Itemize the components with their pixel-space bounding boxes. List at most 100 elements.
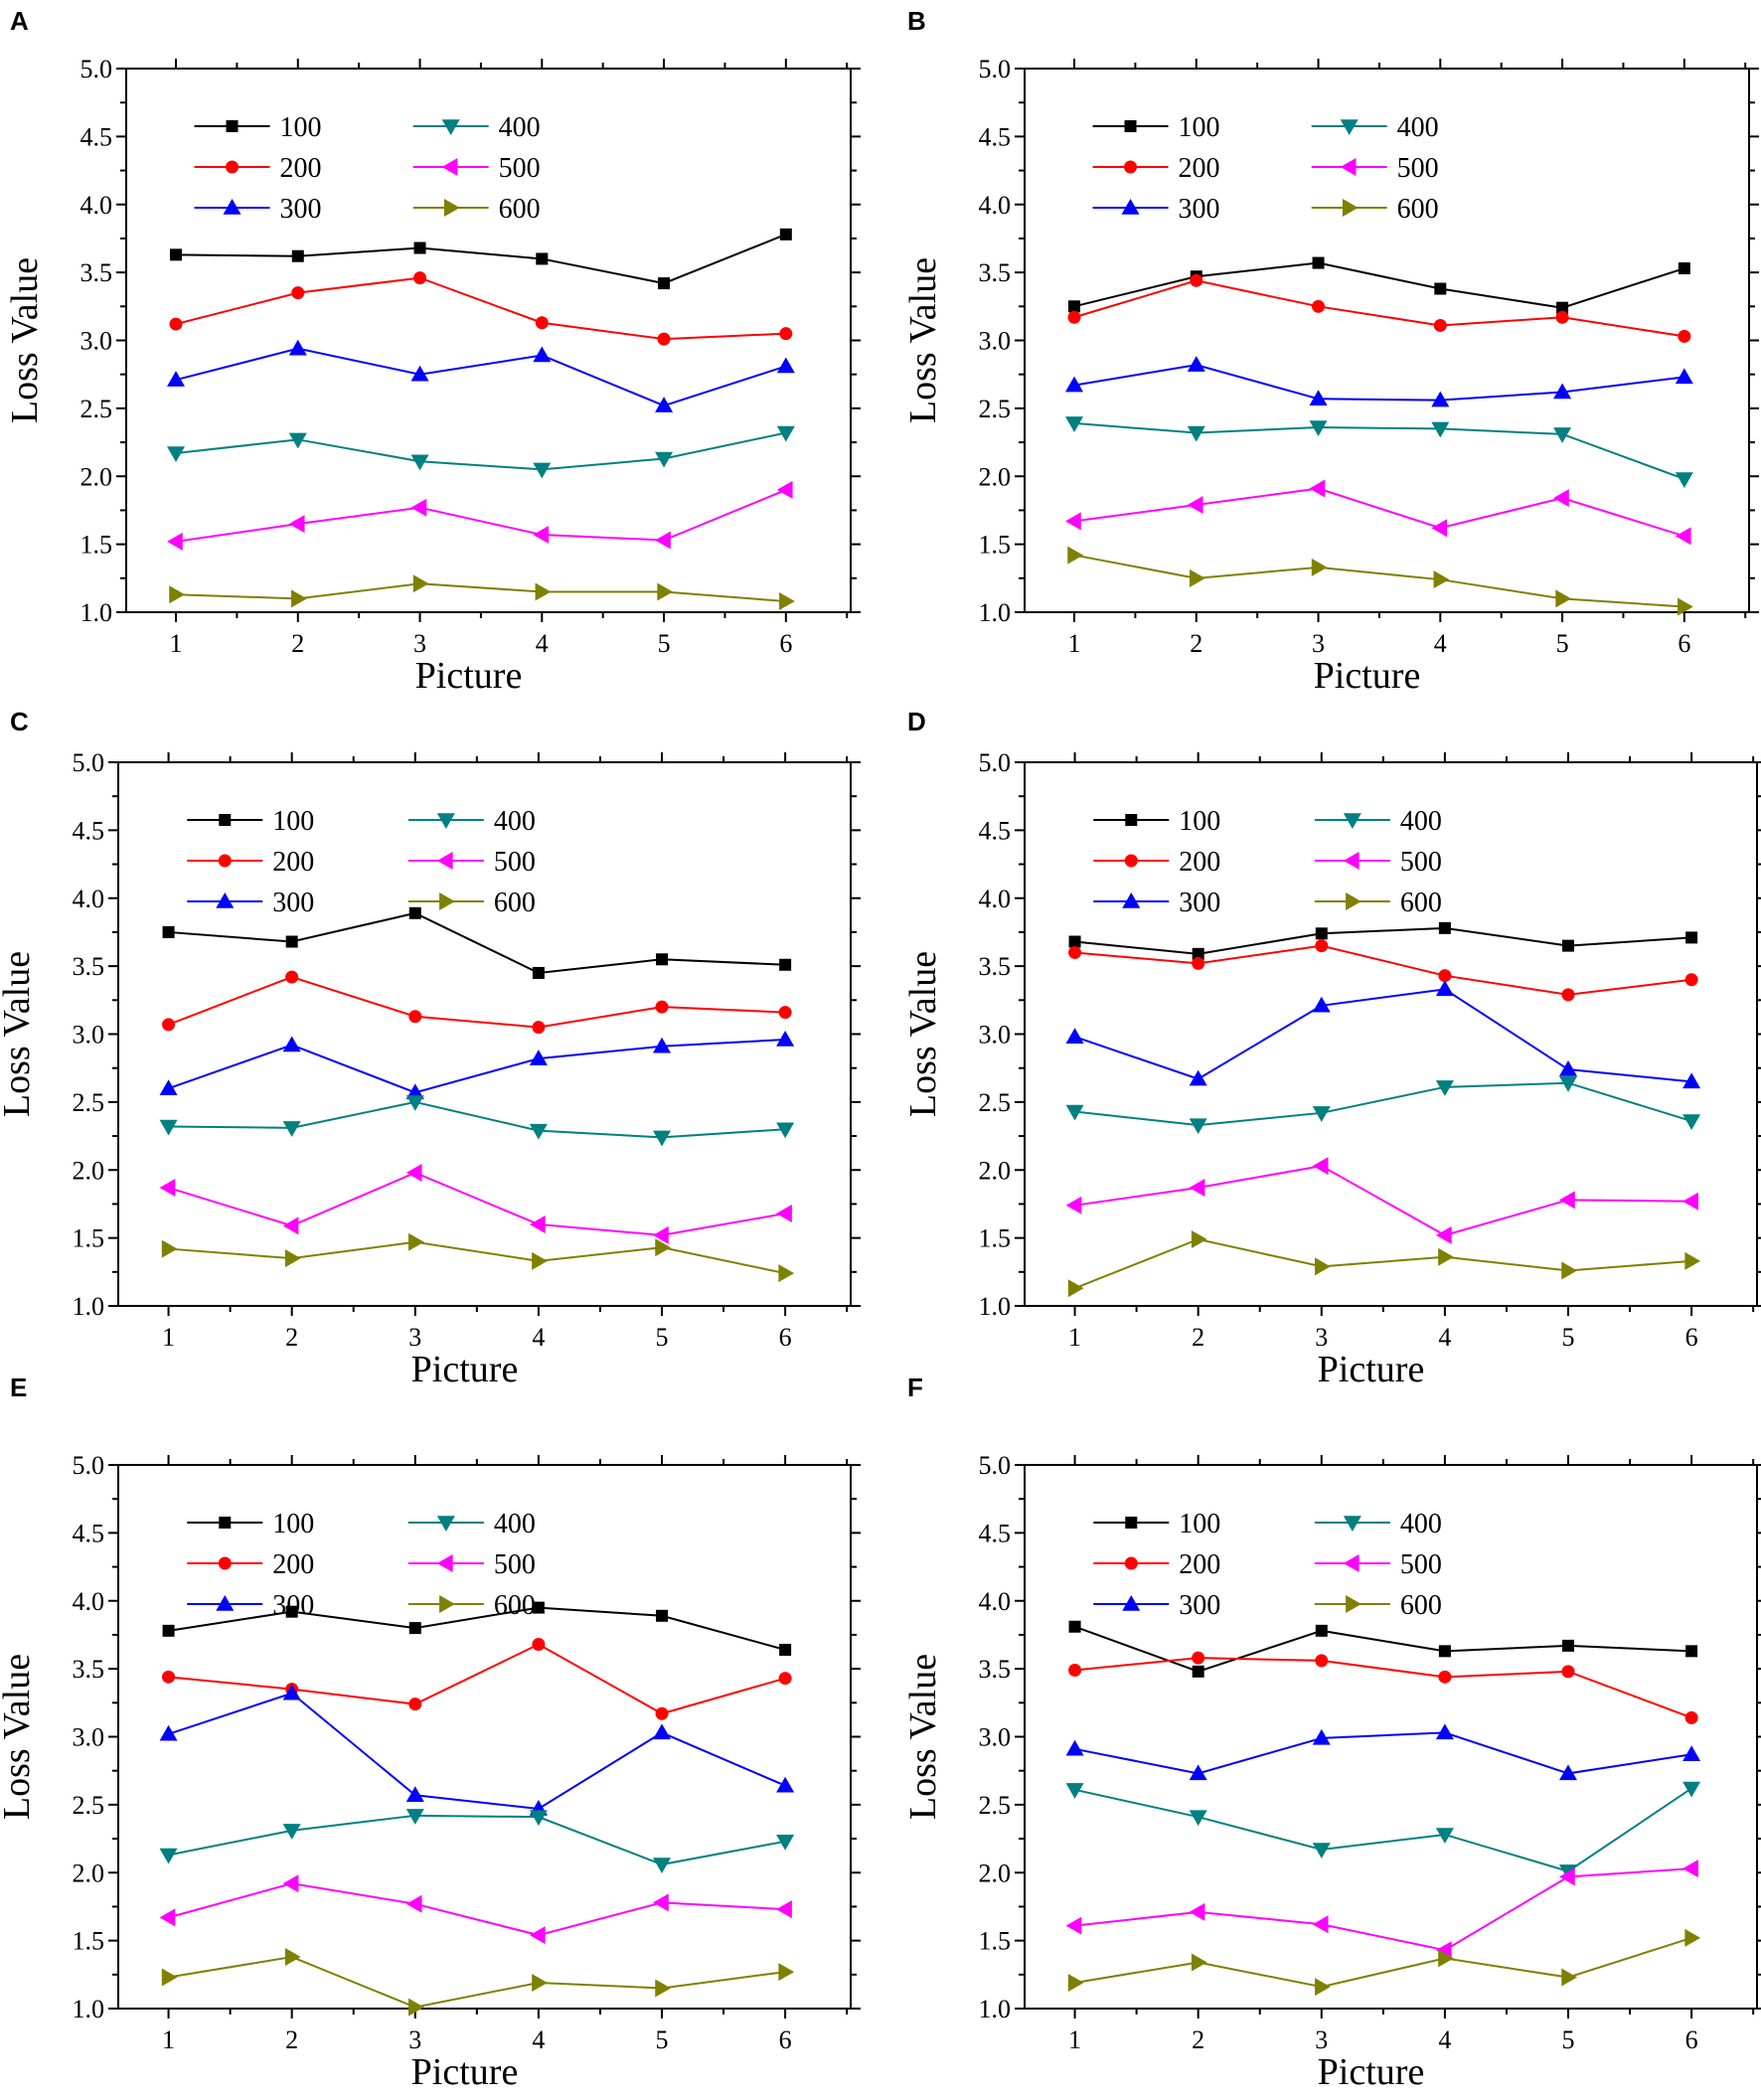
legend-label-400: 400 bbox=[499, 112, 541, 143]
data-point-400 bbox=[1553, 427, 1572, 443]
data-point-300 bbox=[533, 346, 552, 363]
data-point-200 bbox=[1438, 969, 1452, 983]
y-tick-label: 3.0 bbox=[979, 1723, 1012, 1752]
data-point-600 bbox=[1684, 1928, 1701, 1947]
y-axis-title: Loss Value bbox=[0, 1654, 38, 1820]
y-tick-label: 2.0 bbox=[73, 1858, 105, 1887]
data-point-500 bbox=[1189, 1179, 1205, 1198]
y-tick-label: 1.5 bbox=[979, 1927, 1012, 1956]
x-tick-label: 3 bbox=[413, 629, 426, 658]
series-400 bbox=[159, 1095, 795, 1147]
legend-label-500: 500 bbox=[1400, 1549, 1442, 1580]
x-tick-label: 2 bbox=[1192, 1323, 1204, 1352]
data-point-100 bbox=[1312, 256, 1325, 269]
legend-label-200: 200 bbox=[272, 847, 314, 878]
series-400 bbox=[1065, 416, 1693, 488]
panel-label-c: C bbox=[10, 707, 29, 736]
y-tick-label: 4.0 bbox=[979, 1587, 1012, 1616]
y-tick-label: 3.0 bbox=[73, 1723, 105, 1752]
legend: 100 200 300 400 500 600 bbox=[1092, 112, 1439, 225]
x-tick-label: 4 bbox=[532, 1323, 545, 1352]
data-point-600 bbox=[657, 582, 674, 601]
data-point-500 bbox=[533, 526, 550, 545]
y-axis-title: Loss Value bbox=[0, 951, 38, 1117]
data-point-500 bbox=[1559, 1867, 1575, 1886]
data-point-300 bbox=[1435, 980, 1454, 997]
legend-label-500: 500 bbox=[1397, 153, 1439, 184]
data-point-600 bbox=[778, 1963, 795, 1982]
legend-marker-100 bbox=[1125, 1517, 1138, 1529]
y-tick-label: 4.5 bbox=[73, 816, 105, 845]
panel-label-b: B bbox=[907, 6, 926, 36]
data-point-500 bbox=[776, 480, 793, 499]
legend-label-200: 200 bbox=[1179, 1549, 1220, 1580]
legend-label-200: 200 bbox=[1179, 153, 1220, 184]
data-point-300 bbox=[1312, 996, 1331, 1013]
y-tick-label: 3.5 bbox=[979, 952, 1012, 981]
data-point-600 bbox=[161, 1239, 178, 1258]
series-200 bbox=[1068, 939, 1698, 1002]
y-tick-label: 4.5 bbox=[80, 122, 113, 151]
data-point-300 bbox=[1309, 390, 1328, 406]
x-tick-label: 5 bbox=[1556, 629, 1569, 658]
x-tick-label: 6 bbox=[779, 629, 792, 658]
x-tick-label: 4 bbox=[1434, 629, 1447, 658]
data-point-400 bbox=[1189, 1118, 1207, 1135]
series-100 bbox=[1068, 921, 1698, 960]
legend: 100 200 300 400 500 600 bbox=[194, 112, 541, 225]
data-point-500 bbox=[159, 1179, 176, 1198]
data-point-100 bbox=[1068, 1620, 1081, 1633]
y-tick-label: 2.5 bbox=[73, 1088, 105, 1117]
legend: 100 200 300 400 500 600 bbox=[1093, 806, 1442, 918]
legend-marker-100 bbox=[1124, 120, 1137, 132]
x-tick-label: 1 bbox=[1068, 2025, 1081, 2054]
data-point-400 bbox=[1065, 1783, 1084, 1799]
data-point-300 bbox=[167, 371, 186, 387]
x-tick-label: 2 bbox=[285, 1323, 298, 1352]
y-tick-label: 2.0 bbox=[979, 462, 1012, 491]
data-point-200 bbox=[1561, 1665, 1575, 1679]
data-point-100 bbox=[532, 1601, 545, 1614]
data-point-400 bbox=[1682, 1114, 1701, 1131]
legend-label-600: 600 bbox=[1400, 888, 1442, 918]
data-point-200 bbox=[1067, 310, 1081, 324]
legend-label-500: 500 bbox=[494, 847, 536, 878]
data-point-500 bbox=[653, 1893, 669, 1912]
data-point-300 bbox=[410, 365, 429, 382]
plot-frame bbox=[1024, 761, 1758, 1307]
series-100 bbox=[162, 1601, 792, 1656]
series-100 bbox=[162, 906, 792, 979]
series-line-500 bbox=[168, 1171, 786, 1236]
data-point-200 bbox=[1190, 273, 1203, 287]
chart-panel-d: D 1.0 1.5 2.0 2.5 3.0 3.5 4.0 4.5 5.0 1 2 3 4 5 6 Pictur… bbox=[902, 707, 1761, 1390]
y-tick-label: 2.5 bbox=[73, 1791, 105, 1820]
x-tick-label: 5 bbox=[658, 629, 671, 658]
legend-marker-500 bbox=[436, 852, 453, 870]
y-tick-label: 1.0 bbox=[80, 598, 113, 627]
data-point-200 bbox=[1684, 1710, 1698, 1724]
panel-label-a: A bbox=[10, 6, 29, 36]
series-line-600 bbox=[1073, 554, 1684, 608]
data-point-300 bbox=[653, 1037, 672, 1053]
legend-label-300: 300 bbox=[272, 888, 314, 918]
series-500 bbox=[1065, 1859, 1698, 1960]
data-point-200 bbox=[778, 1672, 792, 1686]
data-point-500 bbox=[1435, 1941, 1452, 1960]
series-line-100 bbox=[1074, 1625, 1692, 1673]
legend-marker-500 bbox=[436, 1554, 453, 1572]
data-point-300 bbox=[282, 1036, 301, 1052]
data-point-200 bbox=[778, 1006, 792, 1020]
data-point-200 bbox=[1192, 1651, 1205, 1665]
legend-marker-100 bbox=[226, 120, 239, 132]
y-tick-label: 4.5 bbox=[979, 816, 1012, 845]
data-point-300 bbox=[776, 357, 795, 374]
legend-marker-100 bbox=[1125, 814, 1138, 826]
legend-marker-500 bbox=[441, 158, 458, 176]
data-point-400 bbox=[1435, 1828, 1454, 1844]
data-point-200 bbox=[162, 1018, 176, 1032]
data-point-400 bbox=[1682, 1781, 1701, 1798]
y-tick-label: 5.0 bbox=[979, 55, 1012, 83]
x-tick-label: 2 bbox=[1192, 2025, 1204, 2054]
series-line-400 bbox=[175, 431, 787, 471]
data-point-400 bbox=[1065, 416, 1084, 432]
